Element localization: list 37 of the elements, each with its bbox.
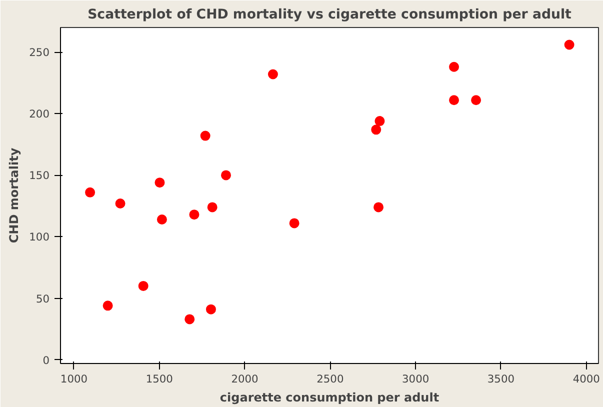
chart-title: Scatterplot of CHD mortality vs cigarette consumption per adult — [88, 8, 572, 22]
point — [154, 178, 165, 188]
x-tick-label: 4000 — [572, 372, 600, 386]
x-tick-label: 1500 — [146, 372, 174, 386]
point — [85, 187, 96, 198]
x-axis-title: cigarette consumption per adult — [220, 390, 440, 404]
point — [564, 40, 574, 50]
y-tick-label: 50 — [36, 292, 50, 306]
x-tick-label: 1000 — [60, 372, 88, 386]
point — [289, 218, 300, 228]
point — [374, 202, 384, 212]
x-tick-label: 2000 — [231, 372, 259, 386]
y-tick-label: 250 — [29, 46, 50, 60]
y-tick-label: 0 — [42, 354, 50, 367]
point — [206, 304, 216, 314]
point — [207, 202, 218, 212]
x-tick-label: 3000 — [402, 372, 430, 386]
point — [156, 214, 167, 224]
x-tick-label: 2500 — [316, 372, 344, 386]
point — [189, 210, 200, 220]
y-tick-label: 200 — [29, 108, 50, 121]
point — [221, 170, 231, 180]
point — [184, 314, 195, 324]
y-axis-title: CHD mortality — [7, 148, 22, 244]
point — [449, 62, 460, 72]
y-tick-label: 100 — [29, 230, 50, 244]
point — [102, 300, 113, 311]
point — [138, 280, 148, 291]
point — [268, 69, 278, 80]
y-tick-label: 150 — [29, 169, 50, 182]
point — [115, 198, 126, 208]
point — [371, 124, 382, 135]
point — [449, 95, 460, 106]
point — [374, 116, 385, 126]
point — [471, 95, 482, 106]
point — [200, 130, 210, 141]
x-tick-label: 3500 — [487, 372, 515, 386]
